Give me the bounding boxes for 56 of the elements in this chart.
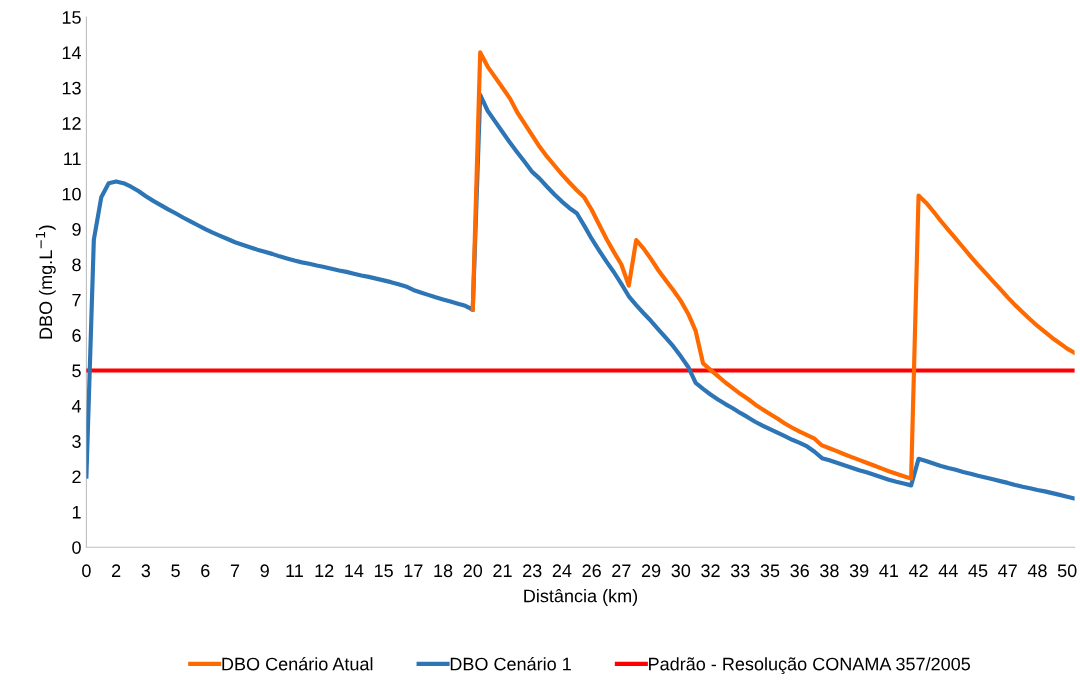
x-tick-label: 15 [374, 564, 393, 578]
y-tick-label: 5 [72, 364, 81, 378]
y-tick-label: 6 [72, 329, 81, 342]
x-tick-label: 12 [315, 564, 334, 577]
x-tick-label: 30 [671, 564, 691, 578]
x-tick-label: 17 [404, 564, 423, 577]
x-tick-label: 23 [523, 564, 542, 578]
y-tick-label: 15 [62, 11, 81, 24]
x-tick-label: 45 [968, 564, 988, 578]
x-tick-label: 48 [1027, 564, 1047, 578]
y-tick-label: 2 [72, 470, 81, 484]
x-tick-label: 44 [938, 564, 958, 577]
x-tick-label: 7 [230, 564, 240, 577]
y-tick-label: 0 [72, 541, 81, 554]
x-tick-label: 38 [820, 564, 839, 578]
y-tick-label: 1 [72, 505, 81, 519]
x-axis-title: Distância (km) [524, 589, 638, 606]
x-tick-label: 41 [879, 564, 899, 577]
x-tick-label: 27 [612, 564, 631, 577]
x-tick-label: 20 [463, 564, 483, 578]
legend-label: DBO Cenário 1 [450, 656, 571, 671]
y-tick-label: 12 [62, 117, 81, 130]
x-tick-label: 39 [849, 564, 869, 578]
y-tick-label: 4 [71, 399, 82, 413]
x-tick-label: 50 [1057, 564, 1077, 578]
x-tick-label: 0 [82, 564, 91, 578]
x-tick-label: 24 [552, 564, 572, 577]
y-tick-label: 10 [62, 187, 81, 201]
x-tick-label: 3 [141, 564, 151, 578]
x-tick-label: 35 [760, 564, 780, 578]
y-tick-label: 14 [62, 46, 82, 59]
x-tick-label: 9 [260, 564, 269, 578]
x-tick-label: 36 [790, 564, 809, 578]
x-tick-label: 2 [112, 564, 121, 577]
y-tick-label: 8 [72, 258, 81, 272]
y-tick-label: 11 [64, 152, 81, 165]
x-tick-label: 42 [908, 564, 928, 577]
x-tick-label: 32 [701, 564, 720, 578]
line-series [470, 50, 1075, 481]
x-tick-label: 14 [345, 564, 364, 577]
x-tick-label: 33 [730, 564, 750, 578]
y-axis-title: DBO (mg.L$^{−1}$) [35, 225, 56, 339]
x-tick-label: 29 [641, 564, 661, 578]
x-tick-label: 18 [434, 564, 453, 578]
x-tick-label: 6 [201, 564, 210, 578]
y-tick-label: 7 [72, 293, 81, 307]
y-tick-label: 9 [72, 223, 81, 236]
x-tick-label: 26 [582, 564, 601, 578]
legend-label: Padrão - Resolução CONAMA 357/2005 [649, 657, 971, 675]
x-tick-label: 21 [493, 564, 512, 577]
y-tick-label: 3 [72, 435, 81, 448]
x-tick-label: 11 [286, 564, 303, 577]
x-tick-label: 5 [171, 564, 180, 578]
x-tick-label: 47 [998, 564, 1017, 577]
legend-label: DBO Cenário Atual [222, 656, 373, 671]
y-tick-label: 13 [62, 81, 81, 95]
